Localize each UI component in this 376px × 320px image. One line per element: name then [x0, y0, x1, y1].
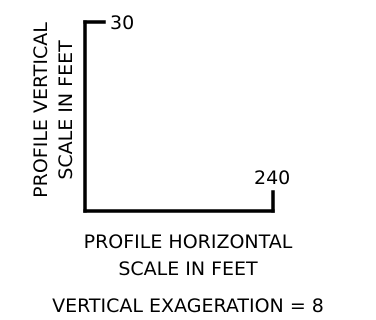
scale-bar: [83, 20, 275, 213]
vertical-label-line-2: SCALE IN FEET: [55, 40, 77, 180]
vertical-max-value: 30: [110, 12, 134, 34]
vertical-label-line-1: PROFILE VERTICAL: [30, 22, 52, 198]
horizontal-max-value: 240: [254, 167, 290, 189]
horizontal-label-line-1: PROFILE HORIZONTAL: [84, 231, 293, 253]
vertical-scale-label: PROFILE VERTICAL SCALE IN FEET: [30, 22, 77, 198]
vertical-exaggeration-note: VERTICAL EXAGERATION = 8: [52, 295, 324, 317]
horizontal-label-line-2: SCALE IN FEET: [118, 258, 258, 280]
